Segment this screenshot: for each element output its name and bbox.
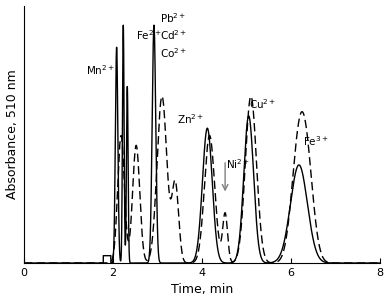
Text: Fe$^{2+}$: Fe$^{2+}$ — [136, 28, 162, 42]
Text: Mn$^{2+}$: Mn$^{2+}$ — [86, 63, 115, 77]
Text: Zn$^{2+}$: Zn$^{2+}$ — [177, 112, 204, 126]
Text: Cu$^{2+}$: Cu$^{2+}$ — [249, 97, 276, 111]
X-axis label: Time, min: Time, min — [171, 284, 233, 297]
Text: Ni$^{2+}$: Ni$^{2+}$ — [226, 158, 251, 172]
Text: Cd$^{2+}$: Cd$^{2+}$ — [160, 28, 187, 42]
Text: Fe$^{3+}$: Fe$^{3+}$ — [303, 134, 329, 148]
Text: Pb$^{2+}$: Pb$^{2+}$ — [160, 11, 186, 25]
Text: Co$^{2+}$: Co$^{2+}$ — [160, 46, 187, 59]
Y-axis label: Absorbance, 510 nm: Absorbance, 510 nm — [5, 69, 19, 199]
